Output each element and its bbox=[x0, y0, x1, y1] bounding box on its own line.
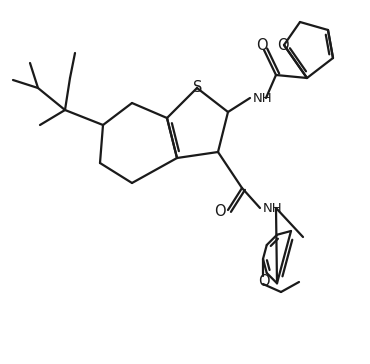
Text: O: O bbox=[277, 39, 289, 54]
Text: S: S bbox=[193, 80, 203, 95]
Text: O: O bbox=[214, 205, 226, 219]
Text: O: O bbox=[258, 273, 270, 289]
Text: O: O bbox=[256, 39, 268, 54]
Text: NH: NH bbox=[263, 202, 283, 215]
Text: NH: NH bbox=[253, 92, 273, 106]
